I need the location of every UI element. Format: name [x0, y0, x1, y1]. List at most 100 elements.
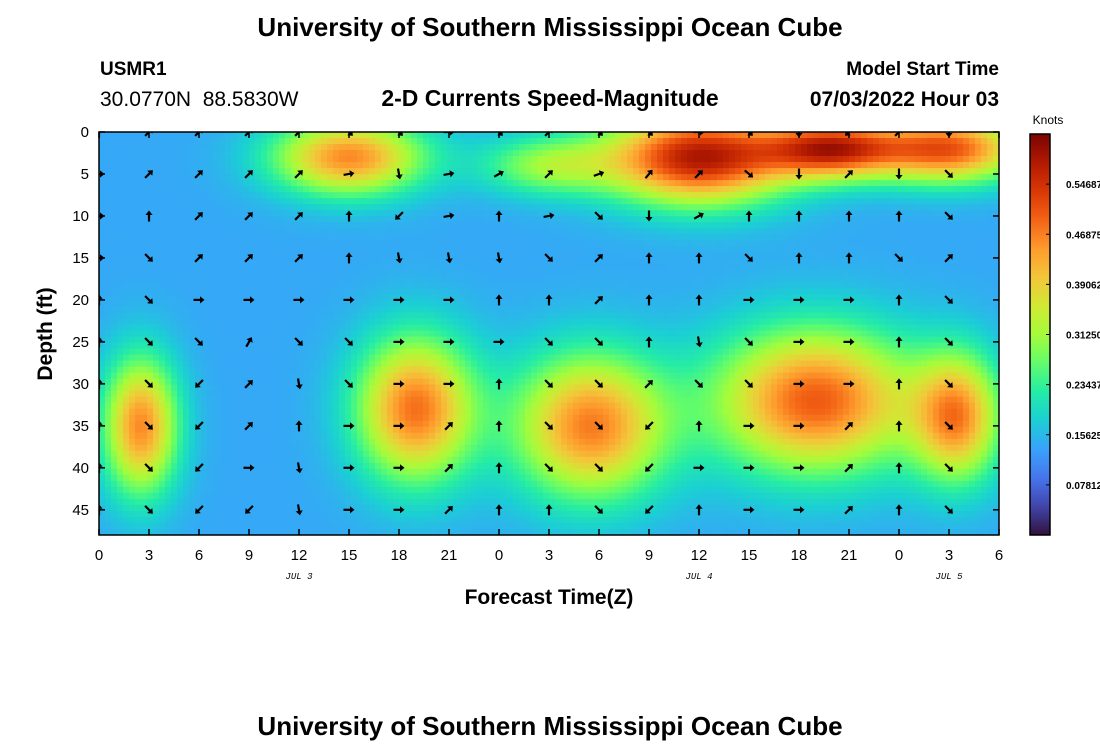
heatmap-cell — [489, 288, 496, 295]
heatmap-cell — [165, 198, 172, 205]
heatmap-cell — [759, 144, 766, 151]
heatmap-cell — [339, 186, 346, 193]
heatmap-cell — [963, 150, 970, 157]
heatmap-cell — [885, 240, 892, 247]
heatmap-cell — [429, 264, 436, 271]
heatmap-cell — [957, 312, 964, 320]
heatmap-cell — [249, 240, 256, 247]
heatmap-cell — [531, 288, 538, 295]
heatmap-cell — [309, 210, 316, 217]
heatmap-cell — [465, 192, 472, 199]
heatmap-cell — [807, 270, 814, 277]
heatmap-cell — [897, 240, 904, 247]
heatmap-cell — [465, 150, 472, 157]
heatmap-cell — [825, 234, 832, 241]
heatmap-cell — [771, 318, 778, 326]
heatmap-cell — [453, 306, 460, 314]
heatmap-cell — [819, 324, 826, 332]
heatmap-cell — [141, 240, 148, 247]
heatmap-cell — [783, 264, 790, 271]
heatmap-cell — [795, 324, 802, 332]
heatmap-cell — [861, 258, 868, 265]
heatmap-cell — [339, 258, 346, 265]
heatmap-cell — [747, 198, 754, 205]
heatmap-cell — [891, 156, 898, 163]
heatmap-cell — [915, 192, 922, 199]
heatmap-cell — [903, 270, 910, 277]
heatmap-cell — [975, 300, 982, 308]
heatmap-cell — [495, 270, 502, 277]
heatmap-cell — [183, 180, 190, 187]
heatmap-cell — [723, 276, 730, 283]
heatmap-cell — [669, 198, 676, 205]
heatmap-cell — [369, 312, 376, 320]
heatmap-cell — [255, 132, 262, 139]
heatmap-cell — [501, 210, 508, 217]
heatmap-cell — [219, 144, 226, 151]
heatmap-cell — [765, 306, 772, 314]
heatmap-cell — [495, 144, 502, 151]
heatmap-cell — [561, 312, 568, 320]
heatmap-cell — [309, 204, 316, 211]
heatmap-cell — [447, 156, 454, 163]
heatmap-cell — [261, 246, 268, 253]
heatmap-cell — [489, 186, 496, 193]
heatmap-cell — [351, 300, 358, 308]
heatmap-cell — [315, 168, 322, 175]
heatmap-cell — [897, 234, 904, 241]
heatmap-cell — [603, 132, 610, 139]
heatmap-cell — [981, 186, 988, 193]
heatmap-cell — [879, 270, 886, 277]
heatmap-cell — [309, 144, 316, 151]
heatmap-cell — [447, 282, 454, 289]
heatmap-cell — [201, 198, 208, 205]
heatmap-cell — [309, 282, 316, 289]
heatmap-cell — [345, 294, 352, 302]
heatmap-cell — [357, 180, 364, 187]
heatmap-cell — [303, 216, 310, 223]
heatmap-cell — [651, 150, 658, 157]
heatmap-cell — [705, 294, 712, 302]
heatmap-cell — [861, 210, 868, 217]
heatmap-cell — [459, 240, 466, 247]
heatmap-cell — [453, 300, 460, 308]
heatmap-cell — [219, 198, 226, 205]
heatmap-cell — [405, 324, 412, 332]
heatmap-cell — [741, 306, 748, 314]
heatmap-cell — [345, 192, 352, 199]
heatmap-cell — [285, 270, 292, 277]
heatmap-cell — [165, 312, 172, 320]
heatmap-cell — [321, 132, 328, 139]
heatmap-cell — [171, 222, 178, 229]
heatmap-cell — [411, 162, 418, 169]
heatmap-cell — [621, 144, 628, 151]
heatmap-cell — [825, 258, 832, 265]
heatmap-cell — [441, 150, 448, 157]
heatmap-cell — [933, 234, 940, 241]
heatmap-cell — [825, 270, 832, 277]
heatmap-cell — [579, 318, 586, 326]
heatmap-cell — [609, 174, 616, 181]
heatmap-cell — [801, 234, 808, 241]
heatmap-cell — [681, 174, 688, 181]
heatmap-cell — [897, 138, 904, 145]
heatmap-cell — [615, 282, 622, 289]
heatmap-cell — [861, 276, 868, 283]
heatmap-cell — [855, 144, 862, 151]
heatmap-cell — [747, 168, 754, 175]
heatmap-cell — [651, 228, 658, 235]
heatmap-cell — [399, 276, 406, 283]
heatmap-cell — [375, 150, 382, 157]
heatmap-cell — [711, 150, 718, 157]
heatmap-cell — [153, 198, 160, 205]
heatmap-cell — [741, 282, 748, 289]
heatmap-cell — [747, 204, 754, 211]
heatmap-cell — [489, 264, 496, 271]
heatmap-cell — [387, 264, 394, 271]
heatmap-cell — [927, 186, 934, 193]
heatmap-cell — [741, 150, 748, 157]
heatmap-cell — [255, 210, 262, 217]
heatmap-cell — [483, 156, 490, 163]
heatmap-cell — [237, 162, 244, 169]
heatmap-cell — [729, 258, 736, 265]
